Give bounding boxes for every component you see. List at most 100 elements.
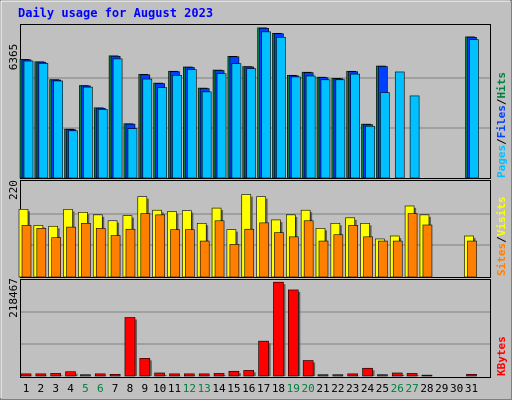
kbytes-bar-day-16 <box>243 370 255 377</box>
day-label-10: 10 <box>153 382 166 395</box>
kbytes-bar-day-10 <box>154 372 165 377</box>
pages-bar-day-25 <box>380 92 390 179</box>
day-label-25: 25 <box>376 382 389 395</box>
day-label-2: 2 <box>38 382 45 395</box>
kbytes-bar-day-1 <box>20 373 32 377</box>
legend-sep-2: / <box>495 98 508 105</box>
sites-bar-day-3 <box>51 237 62 278</box>
sites-bar-day-8 <box>125 228 136 278</box>
legend-hits: Hits <box>495 72 508 99</box>
sites-bar-day-26 <box>392 240 403 278</box>
kbytes-bar-day-11 <box>169 373 180 377</box>
day-label-31: 31 <box>465 382 478 395</box>
day-label-1: 1 <box>23 382 30 395</box>
kbytes-bar-day-22 <box>332 374 344 377</box>
pages-bar-day-22 <box>335 79 346 179</box>
day-label-19: 19 <box>287 382 300 395</box>
pages-bar-day-9 <box>142 78 153 179</box>
sites-panel-legend: Sites/Visits <box>495 197 508 277</box>
sites-bar-day-27 <box>407 213 418 278</box>
pages-bar-day-14 <box>216 73 227 179</box>
kbytes-bar-day-8 <box>124 317 136 377</box>
sites-bar-day-22 <box>333 234 344 278</box>
kbytes-ymax-label: 218467 <box>7 278 20 318</box>
pages-bar-day-3 <box>53 80 64 179</box>
day-label-24: 24 <box>361 382 375 395</box>
pages-bar-day-11 <box>172 74 182 179</box>
sites-bar-day-24 <box>363 236 373 278</box>
day-label-18: 18 <box>272 382 285 395</box>
pages-bar-day-16 <box>246 68 257 179</box>
sites-bar-day-13 <box>199 240 210 278</box>
day-label-17: 17 <box>257 382 270 395</box>
legend-sep-3: / <box>495 236 508 243</box>
pages-bar-day-13 <box>201 91 212 179</box>
kbytes-bar-day-23 <box>347 373 359 377</box>
pages-bar-day-19 <box>290 76 301 179</box>
kbytes-bar-day-6 <box>94 373 106 377</box>
day-label-14: 14 <box>212 382 226 395</box>
sites-bar-day-11 <box>170 229 180 278</box>
day-label-5: 5 <box>82 382 89 395</box>
sites-bar-day-28 <box>422 224 433 278</box>
kbytes-panel-legend: KBytes <box>495 336 508 376</box>
sites-bar-day-15 <box>229 244 240 278</box>
chart-title: Daily usage for August 2023 <box>18 6 213 20</box>
day-label-22: 22 <box>331 382 344 395</box>
day-label-21: 21 <box>316 382 329 395</box>
pages-bar-day-12 <box>187 69 197 179</box>
kbytes-bar-day-5 <box>80 374 91 377</box>
pages-bar-day-2 <box>38 63 49 179</box>
day-labels: 1 2 3 4 5 6 7 8 9 10 11 12 13 14 15 16 17 18 19 20 21 22 23 24 2… <box>23 382 478 395</box>
pages-bar-day-24 <box>365 125 375 179</box>
kbytes-bar-day-14 <box>213 373 225 377</box>
day-label-8: 8 <box>127 382 134 395</box>
legend-pages: Pages <box>495 145 508 178</box>
sites-bar-day-19 <box>288 236 299 278</box>
sites-bar-day-1 <box>21 225 32 278</box>
pages-bar-day-15 <box>231 63 242 179</box>
day-label-16: 16 <box>242 382 255 395</box>
pages-bar-day-23 <box>350 73 361 179</box>
day-label-26: 26 <box>391 382 404 395</box>
kbytes-bar-day-2 <box>35 373 47 377</box>
legend-sites: Sites <box>495 243 508 276</box>
sites-bar-day-17 <box>259 222 269 278</box>
day-label-28: 28 <box>420 382 433 395</box>
sites-bar-day-20 <box>303 220 314 278</box>
sites-bar-day-12 <box>185 229 195 278</box>
pages-bar-day-8 <box>127 128 138 179</box>
hits-panel-bars <box>19 27 479 179</box>
sites-bar-day-5 <box>81 223 91 278</box>
hits-panel-legend: Pages/Files/Hits <box>495 72 508 178</box>
kbytes-bar-day-25 <box>377 374 388 377</box>
pages-bar-day-6 <box>97 109 108 179</box>
pages-bar-day-5 <box>83 86 93 179</box>
sites-bar-day-18 <box>274 232 284 278</box>
sites-bar-day-6 <box>95 228 106 278</box>
sites-bar-day-31 <box>467 240 477 278</box>
pages-bar-day-27 <box>409 95 420 179</box>
pages-bar-day-26 <box>394 71 405 179</box>
pages-bar-day-18 <box>276 37 286 179</box>
pages-bar-day-4 <box>68 130 78 179</box>
sites-bar-day-10 <box>155 214 165 278</box>
legend-sep-1: / <box>495 138 508 145</box>
kbytes-bar-day-20 <box>302 360 314 377</box>
day-label-12: 12 <box>183 382 196 395</box>
day-label-3: 3 <box>52 382 59 395</box>
day-label-20: 20 <box>302 382 315 395</box>
day-label-9: 9 <box>141 382 148 395</box>
kbytes-bar-day-15 <box>228 370 240 377</box>
pages-bar-day-31 <box>469 39 479 179</box>
kbytes-bar-day-21 <box>317 374 329 377</box>
sites-bar-day-7 <box>110 235 121 278</box>
kbytes-bar-day-9 <box>139 358 151 377</box>
sites-panel-bars <box>18 194 477 278</box>
kbytes-bar-day-18 <box>273 281 284 377</box>
kbytes-panel-box <box>20 279 491 378</box>
kbytes-bar-day-17 <box>258 340 269 377</box>
kbytes-bar-day-19 <box>287 289 299 377</box>
day-label-11: 11 <box>168 382 181 395</box>
